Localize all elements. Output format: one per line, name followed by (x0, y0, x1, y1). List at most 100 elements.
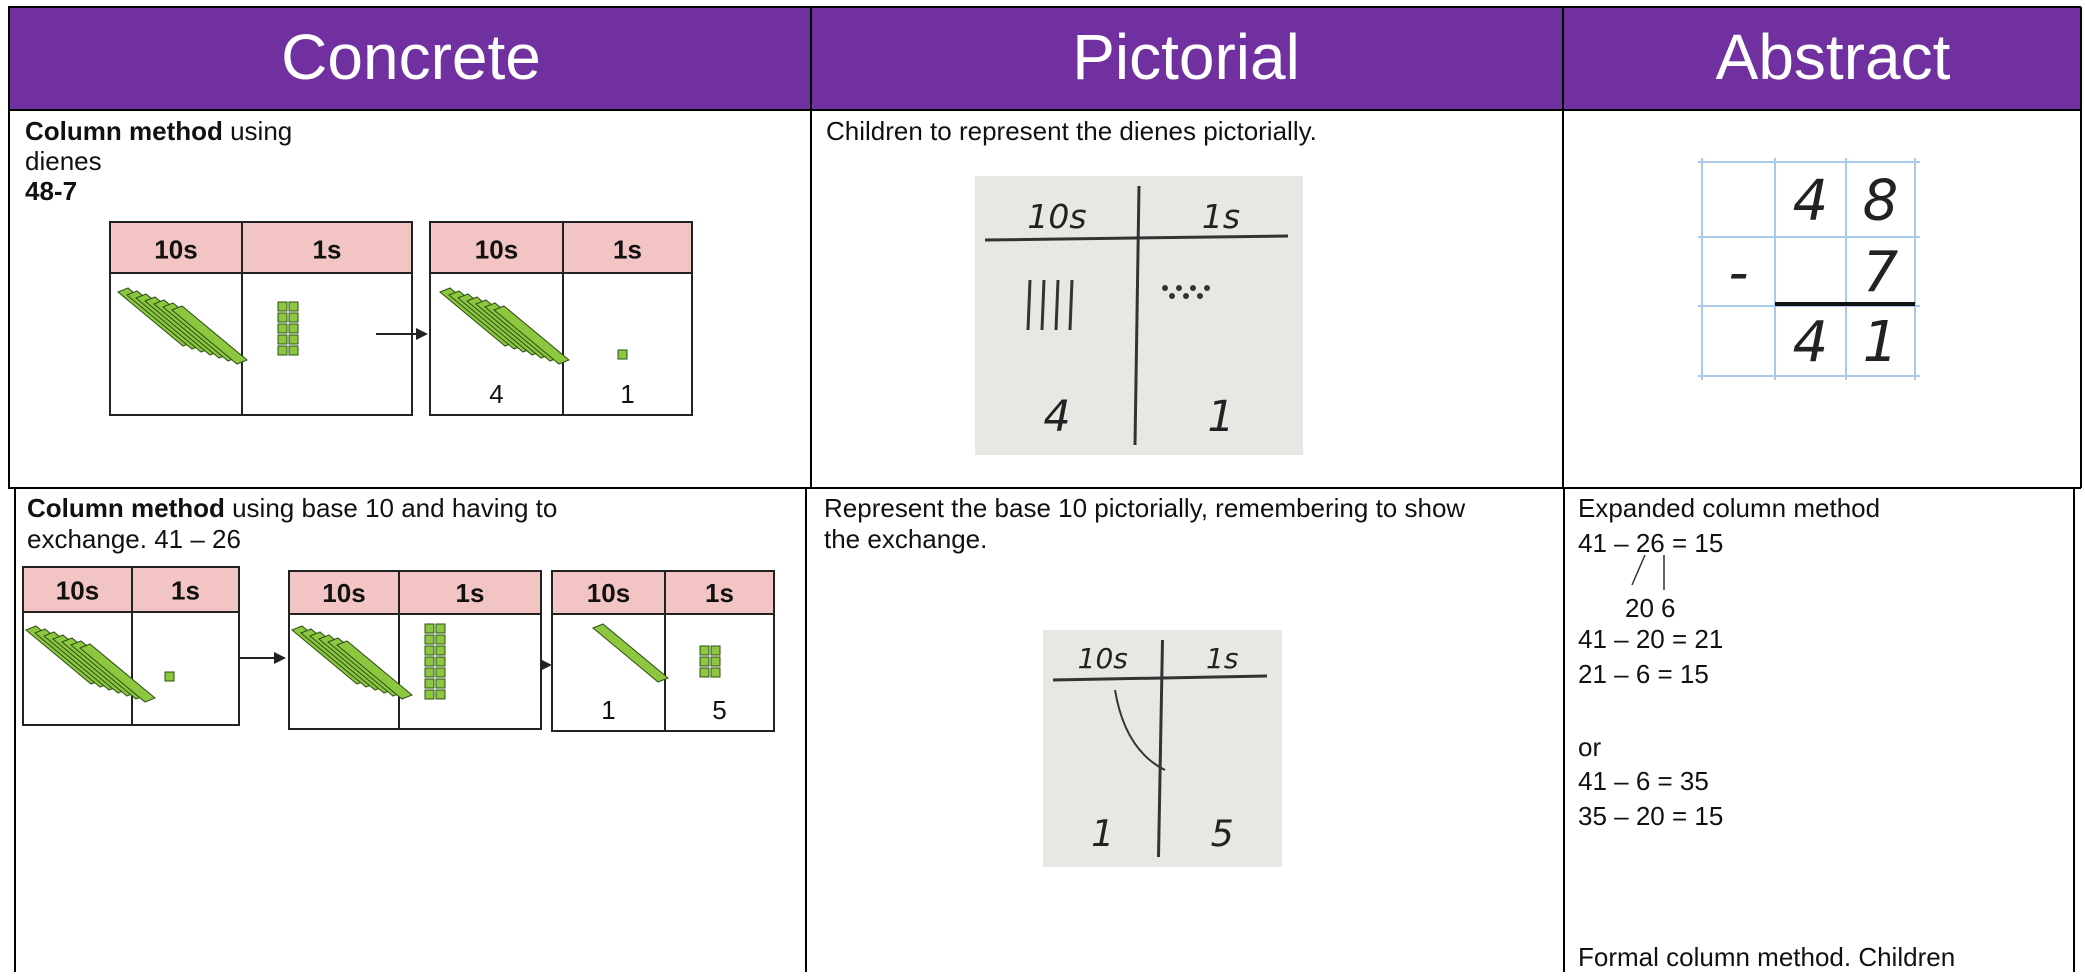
text-line: 41 – 20 = 21 (1578, 624, 1723, 654)
table-borders (8, 6, 2082, 972)
dienes-cube (435, 667, 446, 678)
pv-heading: 1s (456, 578, 485, 608)
hand-line (1040, 279, 1046, 331)
dienes-rod (171, 305, 248, 365)
dienes-rod (79, 643, 156, 703)
pv-body (551, 613, 775, 732)
arrow-head (540, 659, 552, 671)
hand-dot (1190, 285, 1196, 291)
partition-label: 20 (1625, 593, 1654, 623)
text-line: Expanded column method (1578, 493, 1880, 523)
hand-exchange (1114, 689, 1166, 771)
text-line: 41 – 6 = 35 (1578, 766, 1709, 796)
hand-dot (1197, 293, 1203, 299)
pv-body (109, 272, 413, 416)
text-line: Represent the base 10 pictorially, remem… (824, 493, 1465, 523)
dienes-cube (288, 312, 299, 323)
text: dienes (25, 146, 102, 176)
dienes-cube (288, 323, 299, 334)
dienes-cube (435, 645, 446, 656)
pv-heading: 10s (322, 578, 365, 608)
header-band (8, 7, 2081, 110)
dienes-cube (435, 689, 446, 700)
text-line: 35 – 20 = 15 (1578, 801, 1723, 831)
text: exchange. 41 – 26 (27, 524, 241, 554)
text: using base 10 and having to (225, 493, 557, 523)
column-heading: Pictorial (1072, 21, 1300, 93)
grid-digit: 8 (1863, 169, 1899, 234)
text-line: 41 – 26 = 15 (1578, 528, 1723, 558)
hand-result: 4 (1043, 392, 1070, 442)
dienes-cube (435, 634, 446, 645)
pv-header (429, 221, 693, 274)
dienes-cube (710, 667, 721, 678)
grid-digit: - (1728, 241, 1748, 306)
dienes-cube (699, 667, 710, 678)
pv-heading: 1s (613, 235, 642, 265)
hand-line (1157, 639, 1164, 858)
dienes-cube (277, 323, 288, 334)
grid-digit: 4 (1793, 169, 1829, 234)
dienes-cube (699, 656, 710, 667)
text-line: or (1578, 732, 1601, 762)
pv-heading: 1s (705, 578, 734, 608)
pv-heading: 1s (313, 235, 342, 265)
dienes-cube (424, 645, 435, 656)
text-line: 21 – 6 = 15 (1578, 659, 1709, 689)
hand-dot (1162, 285, 1168, 291)
hand-line (1026, 279, 1032, 331)
dienes-cube (710, 645, 721, 656)
text-line: Column method using (25, 116, 292, 146)
dienes-rod (493, 305, 570, 365)
dienes-cube (424, 667, 435, 678)
hand-dot (1169, 293, 1175, 299)
hand-line (1054, 279, 1060, 331)
hand-result: 5 (1211, 812, 1234, 855)
pv-result: 4 (489, 379, 503, 409)
hand-heading: 1s (1206, 642, 1238, 675)
pv-heading: 1s (171, 575, 200, 605)
hand-result: 1 (1091, 812, 1114, 855)
dienes-cube (288, 301, 299, 312)
dienes-cube (277, 301, 288, 312)
bold-text: Column method (25, 116, 223, 146)
dienes-cube (277, 345, 288, 356)
dienes-cube (424, 656, 435, 667)
dienes-cube (617, 349, 628, 360)
column-heading: Abstract (1716, 21, 1951, 93)
pv-heading: 10s (475, 235, 518, 265)
arrow-head (416, 328, 428, 340)
bold-text: Column method (27, 493, 225, 523)
pv-result: 1 (620, 379, 634, 409)
arrow-head (274, 652, 286, 664)
dienes-cube (435, 678, 446, 689)
pv-result: 1 (601, 695, 615, 725)
hand-dot (1176, 285, 1182, 291)
grid-digit: 4 (1793, 310, 1829, 375)
grid-digit: 1 (1863, 310, 1899, 375)
pv-result: 5 (712, 695, 726, 725)
dienes-rod (592, 623, 669, 683)
hand-heading: 10s (1078, 642, 1128, 675)
dienes-cube (288, 345, 299, 356)
dienes-rod (336, 640, 413, 700)
dienes-cube (435, 623, 446, 634)
text-line: dienes (25, 146, 102, 176)
dienes-cube (424, 634, 435, 645)
pv-heading: 10s (56, 575, 99, 605)
dienes-cube (277, 334, 288, 345)
pv-body (288, 613, 542, 730)
hand-dot (1204, 285, 1210, 291)
hand-heading: 10s (1027, 197, 1086, 236)
column-heading: Concrete (281, 21, 541, 93)
dienes-cube (424, 678, 435, 689)
hand-line (1133, 185, 1141, 446)
text-line: the exchange. (824, 524, 987, 554)
dienes-cube (699, 645, 710, 656)
dienes-cube (424, 623, 435, 634)
text-line: Children to represent the dienes pictori… (826, 116, 1317, 146)
partition-label: 6 (1661, 593, 1675, 623)
